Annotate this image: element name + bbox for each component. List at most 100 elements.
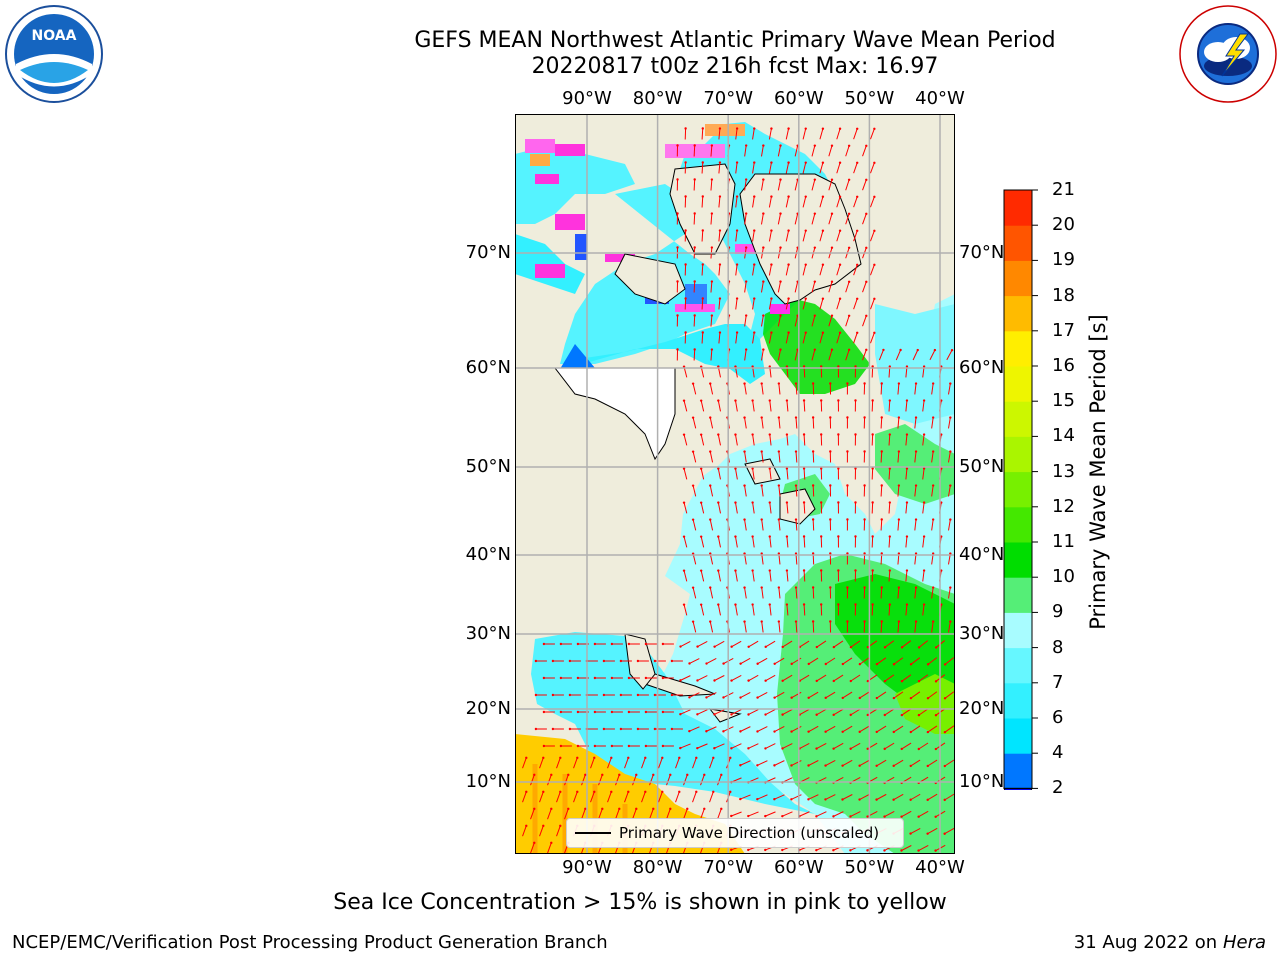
wave-arrow (734, 536, 738, 548)
lon-tick-label: 40°W (915, 857, 965, 878)
wave-arrow-head (699, 365, 703, 368)
wave-arrow (869, 298, 875, 310)
wave-arrow-head (846, 484, 849, 487)
wave-arrow-head (880, 450, 883, 453)
wave-arrow (692, 417, 697, 429)
wave-arrow-head (730, 679, 733, 682)
wave-arrow (808, 760, 819, 766)
wave-arrow-head (802, 569, 806, 572)
lat-tick-label: 50°N (465, 456, 511, 477)
wave-arrow-head (734, 433, 737, 436)
wave-arrow (795, 519, 798, 531)
wave-arrow-head (542, 744, 546, 748)
wave-arrow-head (871, 399, 874, 402)
wave-arrow (893, 759, 904, 767)
wave-arrow (794, 281, 799, 293)
wave-arrow-head (693, 246, 696, 249)
wave-arrow-head (837, 467, 840, 470)
legend-label: Primary Wave Direction (unscaled) (619, 824, 880, 842)
wave-arrow (752, 400, 755, 412)
wave-arrow-head (931, 518, 935, 521)
wave-arrow-head (551, 659, 555, 663)
wave-arrow-head (821, 331, 825, 334)
wave-arrow-head (830, 280, 834, 283)
wave-arrow (768, 332, 772, 344)
wave-arrow-head (909, 832, 912, 835)
wave-arrow (573, 791, 578, 803)
wave-arrow (761, 519, 764, 531)
wave-arrow-head (888, 603, 891, 606)
wave-arrow-head (753, 229, 756, 232)
wave-arrow-head (730, 848, 733, 852)
wave-arrow-head (917, 713, 921, 717)
wave-arrow (819, 162, 824, 174)
wave-period-map (515, 114, 955, 854)
wave-arrow-head (653, 693, 657, 697)
wave-arrow-head (636, 727, 640, 731)
wave-arrow-head (926, 730, 930, 734)
wave-arrow (564, 774, 569, 786)
wave-arrow-head (739, 696, 742, 699)
wave-arrow (769, 570, 772, 582)
wave-arrow-head (661, 642, 665, 646)
wave-arrow-head (815, 747, 818, 750)
wave-arrow (530, 774, 535, 786)
wave-arrow-head (790, 662, 793, 666)
wave-arrow (731, 709, 742, 715)
wave-arrow-head (701, 127, 704, 130)
wave-arrow-head (865, 314, 868, 318)
wave-arrow-head (756, 696, 759, 699)
colorbar-tick-label: 9 (1052, 601, 1064, 623)
wave-arrow (774, 657, 785, 665)
wave-arrow-head (866, 679, 870, 683)
wave-arrow-head (743, 450, 746, 453)
wave-arrow (641, 757, 646, 769)
wave-arrow-head (914, 620, 918, 623)
wave-arrow-head (949, 518, 952, 521)
wave-arrow-head (593, 756, 596, 760)
wave-arrow-head (691, 620, 695, 623)
wave-arrow-head (610, 642, 614, 646)
wave-arrow-head (873, 331, 876, 335)
wave-arrow (819, 332, 824, 344)
wave-arrow (760, 315, 764, 327)
wave-arrow-head (743, 518, 746, 521)
wave-arrow (910, 725, 921, 733)
wave-arrow-head (676, 246, 679, 249)
wave-arrow (816, 674, 827, 682)
wave-arrow-head (602, 659, 606, 663)
wave-arrow-head (693, 144, 696, 147)
wave-arrow (697, 743, 708, 749)
wave-arrow-head (559, 824, 562, 828)
wave-arrow-head (693, 314, 696, 317)
wave-arrow (782, 640, 793, 648)
wave-arrow (680, 743, 691, 749)
wave-arrow-head (909, 764, 912, 768)
wave-arrow-head (717, 501, 720, 504)
wave-arrow (905, 536, 908, 548)
wave-arrow (731, 640, 742, 648)
wave-arrow-head (747, 713, 750, 716)
wave-arrow-head (720, 773, 723, 777)
wave-arrow-head (710, 178, 714, 181)
wave-arrow-head (871, 467, 874, 470)
wave-arrow (819, 264, 824, 276)
wave-arrow-head (875, 662, 879, 666)
wave-arrow-head (768, 535, 771, 538)
wave-arrow-head (866, 646, 870, 649)
wave-arrow-head (875, 730, 878, 734)
wave-arrow (859, 759, 870, 767)
wave-arrow-head (882, 348, 885, 352)
graticule (515, 114, 955, 854)
wave-arrow-head (914, 416, 918, 419)
wave-arrow (693, 349, 696, 361)
wave-arrow-head (593, 676, 597, 680)
wave-arrow (709, 485, 714, 497)
wave-arrow (802, 298, 807, 310)
wave-arrow-head (718, 331, 722, 334)
wave-arrow (752, 332, 755, 344)
wave-arrow-head (949, 620, 952, 623)
wave-arrow-head (926, 832, 929, 835)
wave-arrow-head (730, 713, 733, 716)
wave-arrow-head (813, 280, 817, 283)
